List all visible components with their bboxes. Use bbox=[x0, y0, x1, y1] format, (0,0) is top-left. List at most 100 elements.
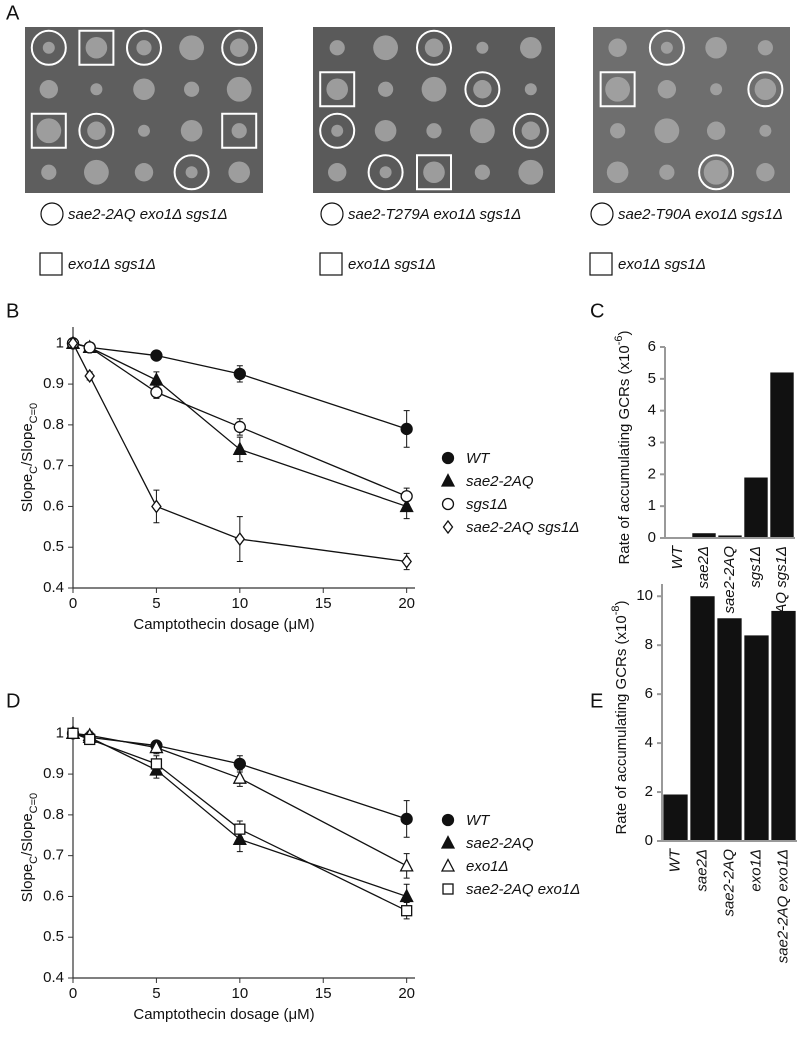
circle-outline bbox=[173, 154, 210, 191]
y-tick-label: 0 bbox=[645, 832, 653, 849]
x-tick-label: 5 bbox=[152, 985, 160, 1002]
marker bbox=[84, 733, 96, 746]
axis-title-part: -6 bbox=[613, 335, 625, 345]
marker bbox=[399, 498, 414, 513]
y-tick-label: 1 bbox=[56, 724, 64, 741]
x-axis-title: Camptothecin dosage (μM) bbox=[133, 1006, 314, 1023]
marker bbox=[233, 757, 246, 771]
y-tick-label: 0.7 bbox=[43, 847, 64, 864]
bar bbox=[717, 618, 742, 841]
legend-label: sae2-2AQ bbox=[466, 473, 534, 490]
legend-label: sae2-T279A exo1Δ sgs1Δ bbox=[348, 206, 521, 223]
marker bbox=[401, 905, 413, 917]
circle-outline bbox=[221, 29, 258, 66]
axis-line bbox=[72, 717, 415, 979]
x-tick-label: 0 bbox=[69, 985, 77, 1002]
circle-outline bbox=[512, 112, 549, 149]
x-tick-label: 20 bbox=[398, 595, 415, 612]
y-tick-label: 0.5 bbox=[43, 538, 64, 555]
colony bbox=[378, 81, 394, 97]
axis-title: Rate of accumulating GCRs (x10-6) bbox=[613, 330, 633, 564]
legend-label: sae2-2AQ sgs1Δ bbox=[466, 519, 579, 536]
x-tick-label: 15 bbox=[315, 985, 332, 1002]
colony bbox=[706, 121, 726, 140]
x-tick-label: sae2-2AQ bbox=[721, 546, 738, 614]
y-tick-label: 1 bbox=[648, 497, 656, 514]
legend-label: sae2-2AQ exo1Δ bbox=[466, 881, 580, 898]
colony bbox=[657, 80, 677, 99]
circle-outline bbox=[78, 112, 115, 149]
colony bbox=[133, 78, 155, 101]
panel-label: A bbox=[6, 2, 20, 24]
colony bbox=[473, 80, 492, 99]
legend-square bbox=[39, 252, 63, 276]
panel-label: D bbox=[6, 690, 20, 712]
x-tick-label: sae2Δ bbox=[695, 546, 712, 589]
marker bbox=[399, 888, 414, 903]
y-tick-label: 0.8 bbox=[43, 416, 64, 433]
circle-outline bbox=[464, 71, 501, 108]
bar bbox=[744, 635, 769, 841]
circle-outline bbox=[416, 29, 452, 66]
legend-marker bbox=[441, 813, 455, 827]
axis-title-part: Rate of accumulating GCRs (x10 bbox=[613, 615, 630, 834]
legend-circle bbox=[40, 202, 64, 226]
colony bbox=[39, 80, 58, 99]
y-tick-label: 2 bbox=[645, 783, 653, 800]
circle-outline bbox=[648, 29, 685, 66]
marker bbox=[150, 758, 163, 770]
square-outline bbox=[599, 71, 636, 108]
circle-outline bbox=[126, 29, 162, 66]
colony bbox=[179, 35, 205, 61]
marker bbox=[150, 349, 163, 362]
x-tick-label: sae2-2AQ exo1Δ bbox=[774, 849, 791, 963]
marker bbox=[149, 372, 164, 386]
axis-title-part: /Slope bbox=[19, 423, 36, 466]
marker bbox=[232, 831, 247, 845]
axis-title: Rate of accumulating GCRs (x10-8) bbox=[610, 600, 630, 834]
legend-label: exo1Δ bbox=[466, 858, 509, 875]
colony bbox=[184, 81, 200, 97]
legend-marker bbox=[440, 858, 456, 872]
colony bbox=[226, 76, 252, 102]
legend-label: exo1Δ sgs1Δ bbox=[348, 256, 436, 273]
x-tick-label: 20 bbox=[398, 985, 415, 1002]
marker bbox=[67, 727, 79, 739]
circle-outline bbox=[698, 154, 735, 191]
legend-label: sae2-2AQ bbox=[466, 835, 534, 852]
colony bbox=[87, 121, 106, 140]
marker bbox=[400, 812, 413, 826]
colony bbox=[138, 124, 150, 137]
legend-label: WT bbox=[466, 812, 491, 829]
x-tick-label: 10 bbox=[231, 595, 248, 612]
y-tick-label: 6 bbox=[648, 338, 656, 355]
x-tick-label: WT bbox=[669, 544, 686, 569]
colony bbox=[660, 41, 673, 54]
colony bbox=[524, 83, 537, 96]
y-tick-label: 0.4 bbox=[43, 969, 64, 986]
legend-label: sgs1Δ bbox=[466, 496, 508, 513]
colony bbox=[42, 41, 55, 54]
y-tick-label: 0.5 bbox=[43, 928, 64, 945]
panel-label: B bbox=[6, 300, 19, 322]
legend-marker bbox=[440, 473, 456, 487]
colony bbox=[757, 40, 773, 56]
colony bbox=[331, 124, 344, 137]
axis-line bbox=[72, 327, 415, 589]
legend-label: exo1Δ sgs1Δ bbox=[68, 256, 156, 273]
y-tick-label: 0.4 bbox=[43, 579, 64, 596]
axis-title: SlopeC/SlopeC=0 bbox=[19, 793, 40, 902]
legend-label: sae2-2AQ exo1Δ sgs1Δ bbox=[68, 206, 228, 223]
axis-title-part: Slope bbox=[19, 864, 36, 902]
axis-title-part: Slope bbox=[19, 474, 36, 512]
colony bbox=[476, 41, 489, 54]
square-outline bbox=[416, 154, 452, 191]
colony bbox=[423, 161, 445, 184]
marker bbox=[399, 857, 414, 872]
colony bbox=[374, 119, 397, 142]
y-tick-label: 0.9 bbox=[43, 375, 64, 392]
colony bbox=[703, 159, 729, 185]
colony bbox=[41, 164, 57, 180]
marker bbox=[83, 341, 96, 354]
